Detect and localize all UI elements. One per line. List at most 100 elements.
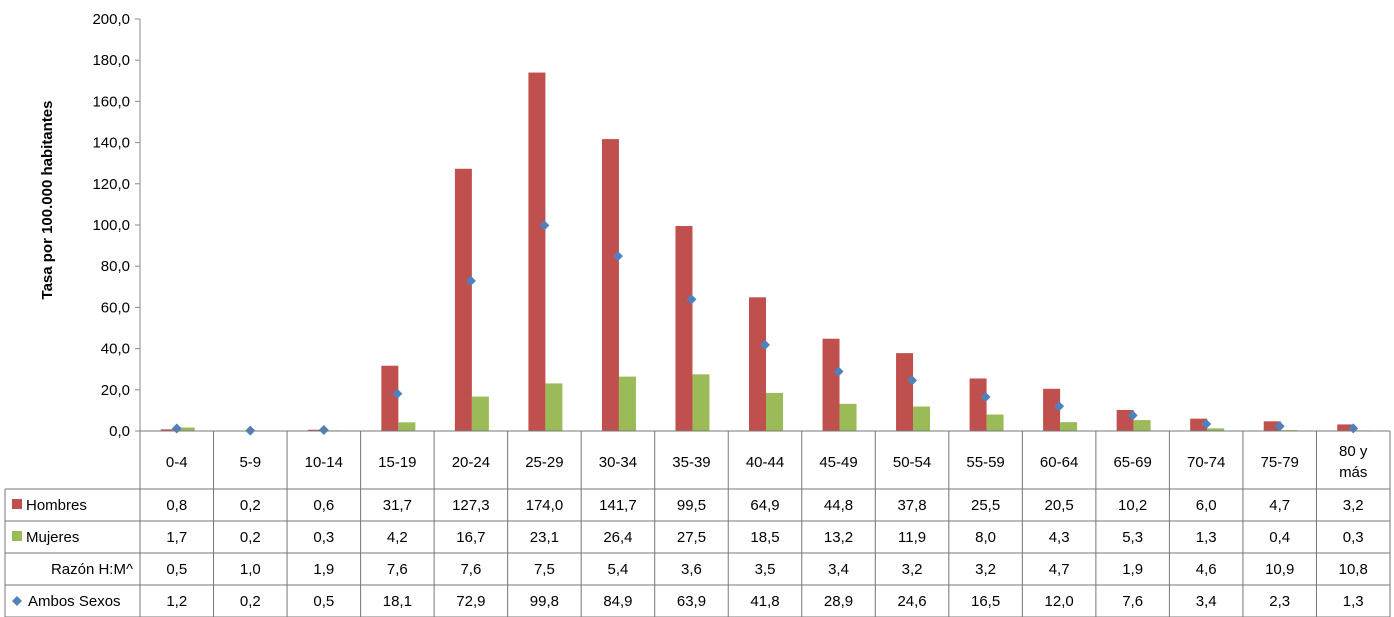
x-tick-label: 0-4 — [166, 454, 188, 471]
data-label: 0,2 — [240, 497, 261, 514]
data-label: 2,3 — [1269, 593, 1290, 610]
data-label: 3,4 — [828, 561, 849, 578]
data-label: 11,9 — [898, 529, 926, 546]
marker-ambos-sexos — [980, 392, 991, 403]
bar-hombres — [675, 226, 693, 431]
data-label: 26,4 — [603, 529, 632, 546]
y-axis-label: Tasa por 100.000 habitantes — [39, 101, 56, 300]
bar-hombres — [160, 429, 178, 431]
data-label: 3,2 — [1343, 497, 1364, 514]
data-label: 99,8 — [530, 593, 559, 610]
data-label: 7,5 — [534, 561, 555, 578]
marker-ambos-sexos — [171, 423, 182, 434]
data-label: 174,0 — [526, 497, 564, 514]
bar-hombres — [1263, 421, 1281, 431]
y-tick-label: 200,0 — [92, 11, 130, 28]
marker-ambos-sexos — [907, 375, 918, 386]
data-label: 1,0 — [240, 561, 261, 578]
data-label: 31,7 — [383, 497, 412, 514]
legend-label: Ambos Sexos — [28, 593, 121, 610]
bar-mujeres — [1207, 428, 1225, 431]
data-label: 0,3 — [1343, 529, 1364, 546]
x-tick-label: 35-39 — [672, 454, 710, 471]
data-label: 7,6 — [1122, 593, 1143, 610]
marker-ambos-sexos — [612, 251, 623, 262]
data-label: 24,6 — [897, 593, 926, 610]
data-label: 27,5 — [677, 529, 706, 546]
data-label: 1,9 — [1122, 561, 1143, 578]
data-label: 5,4 — [608, 561, 629, 578]
x-tick-label: 15-19 — [378, 454, 416, 471]
bar-mujeres — [545, 383, 563, 431]
data-label: 16,5 — [971, 593, 1000, 610]
data-label: 1,3 — [1343, 593, 1364, 610]
data-label: 37,8 — [897, 497, 926, 514]
data-label: 4,6 — [1196, 561, 1217, 578]
x-tick-label: 20-24 — [452, 454, 490, 471]
y-tick-label: 80,0 — [101, 258, 130, 275]
data-label: 8,0 — [975, 529, 996, 546]
data-label: 0,8 — [166, 497, 187, 514]
y-tick-label: 140,0 — [92, 135, 130, 152]
x-tick-label: 10-14 — [305, 454, 343, 471]
data-label: 7,6 — [460, 561, 481, 578]
bar-mujeres — [1133, 420, 1151, 431]
x-tick-label: 30-34 — [599, 454, 637, 471]
data-label: 7,6 — [387, 561, 408, 578]
data-label: 41,8 — [750, 593, 779, 610]
legend-swatch — [12, 531, 22, 541]
data-label: 3,4 — [1196, 593, 1217, 610]
bar-mujeres — [471, 396, 489, 431]
data-label: 10,8 — [1339, 561, 1368, 578]
data-label: 28,9 — [824, 593, 853, 610]
x-tick-label: 55-59 — [966, 454, 1004, 471]
bar-hombres — [381, 365, 399, 431]
bar-hombres — [1337, 424, 1355, 431]
x-tick-label: 80 y más — [1339, 443, 1368, 481]
data-label: 44,8 — [824, 497, 853, 514]
marker-ambos-sexos — [686, 294, 697, 305]
data-label: 0,2 — [240, 529, 261, 546]
bar-hombres — [822, 338, 840, 431]
data-label: 10,9 — [1265, 561, 1294, 578]
x-tick-label: 25-29 — [525, 454, 563, 471]
x-tick-label: 65-69 — [1113, 454, 1151, 471]
bar-mujeres — [1060, 422, 1078, 431]
marker-ambos-sexos — [1201, 418, 1212, 429]
bar-hombres — [528, 72, 546, 431]
x-tick-label: 5-9 — [239, 454, 261, 471]
y-tick-label: 40,0 — [101, 341, 130, 358]
data-label: 1,3 — [1196, 529, 1217, 546]
y-tick-label: 0,0 — [109, 423, 130, 440]
data-label: 3,2 — [902, 561, 923, 578]
legend-label: Mujeres — [26, 529, 79, 546]
data-label: 3,5 — [755, 561, 776, 578]
bar-mujeres — [986, 414, 1004, 431]
bar-mujeres — [913, 406, 931, 431]
data-label: 23,1 — [530, 529, 559, 546]
bar-mujeres — [766, 392, 783, 431]
y-tick-label: 160,0 — [92, 93, 130, 110]
data-label: 1,9 — [313, 561, 334, 578]
x-tick-label: 40-44 — [746, 454, 784, 471]
data-label: 12,0 — [1045, 593, 1074, 610]
x-tick-label: 60-64 — [1040, 454, 1078, 471]
plot-area: 0,0 20,0 40,0 60,0 80,0 100,0 120,0 140,0 160,0 1… — [92, 11, 1372, 440]
data-label: 99,5 — [677, 497, 706, 514]
data-label: 0,5 — [313, 593, 334, 610]
data-label: 4,7 — [1269, 497, 1290, 514]
marker-ambos-sexos — [760, 339, 770, 350]
data-label: 1,7 — [166, 529, 187, 546]
marker-ambos-sexos — [1127, 410, 1138, 421]
bar-mujeres — [692, 374, 710, 431]
data-label: 72,9 — [456, 593, 485, 610]
marker-ambos-sexos — [1054, 401, 1065, 412]
data-label: 13,2 — [824, 529, 853, 546]
data-table: 0-4 5-9 10-14 15-19 20-24 25-29 30-34 35-39 40-4… — [4, 430, 1391, 617]
legend-swatch — [12, 499, 22, 509]
marker-ambos-sexos — [318, 424, 329, 435]
legend-marker — [12, 596, 22, 606]
bar-hombres — [969, 378, 987, 431]
bar-mujeres — [839, 403, 857, 431]
y-tick-label: 20,0 — [101, 382, 130, 399]
